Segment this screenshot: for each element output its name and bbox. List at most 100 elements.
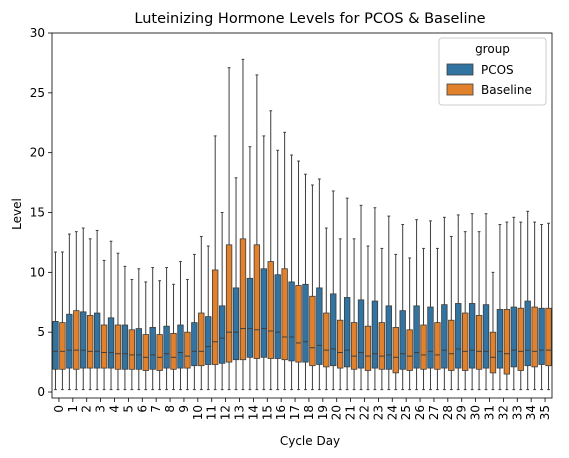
x-tick-label: 12 (219, 405, 233, 420)
x-tick-label: 28 (441, 405, 455, 420)
box-body (225, 244, 233, 363)
x-tick-label: 13 (233, 405, 247, 420)
box-pcos-day-0 (52, 251, 59, 391)
x-tick-label: 23 (371, 405, 385, 420)
x-tick-label: 31 (483, 405, 497, 420)
y-tick-label: 30 (30, 26, 45, 40)
box-body (441, 304, 448, 369)
y-tick-label: 25 (30, 86, 45, 100)
box-pcos-day-20 (330, 190, 337, 391)
legend-swatch (446, 83, 474, 96)
x-tick-label: 33 (510, 405, 524, 420)
box-baseline-day-26 (420, 247, 427, 391)
box-pcos-day-7 (149, 267, 156, 391)
box-baseline-day-0 (59, 251, 66, 391)
box-body (253, 244, 261, 359)
x-tick-label: 4 (108, 405, 122, 413)
box-body (218, 305, 226, 364)
box-body (239, 238, 247, 361)
box-body (288, 281, 295, 362)
x-axis-label: Cycle Day (280, 434, 340, 448)
box-body (399, 310, 406, 370)
box-pcos-day-28 (441, 216, 448, 391)
x-tick-label: 6 (135, 405, 149, 413)
box-body (212, 269, 219, 365)
x-tick-label: 9 (177, 405, 191, 413)
box-body (87, 315, 94, 369)
box-body (205, 316, 212, 365)
box-baseline-day-14 (253, 74, 261, 391)
legend-label: PCOS (481, 63, 514, 77)
box-pcos-day-9 (177, 261, 184, 391)
box-baseline-day-22 (364, 245, 372, 391)
box-baseline-day-8 (170, 283, 177, 391)
x-tick-label: 0 (52, 405, 66, 413)
box-pcos-day-6 (135, 268, 142, 391)
x-tick-label: 30 (469, 405, 483, 420)
box-body (100, 324, 108, 369)
box-baseline-day-17 (295, 160, 302, 391)
box-pcos-day-33 (510, 216, 517, 391)
box-body (378, 322, 386, 370)
x-tick-label: 25 (399, 405, 413, 420)
box-body (413, 305, 420, 369)
box-pcos-day-27 (427, 220, 434, 391)
box-body (184, 331, 191, 369)
box-baseline-day-25 (406, 257, 413, 391)
box-pcos-day-13 (232, 177, 240, 391)
x-tick-label: 17 (288, 405, 302, 420)
box-body (309, 295, 316, 367)
x-tick-label: 27 (427, 405, 441, 420)
box-body (475, 315, 483, 370)
y-tick-label: 15 (30, 206, 45, 220)
box-body (371, 300, 379, 369)
box-body (482, 304, 490, 369)
box-body (80, 311, 87, 369)
box-pcos-day-11 (205, 245, 212, 391)
box-body (107, 317, 115, 369)
box-body (66, 313, 73, 369)
box-pcos-day-24 (385, 215, 392, 391)
box-body (260, 268, 267, 358)
box-baseline-day-31 (489, 271, 497, 391)
box-baseline-day-35 (545, 222, 552, 391)
box-baseline-day-13 (239, 58, 247, 391)
box-baseline-day-16 (281, 131, 288, 391)
box-body (448, 319, 455, 371)
box-baseline-day-28 (448, 235, 455, 391)
box-body (323, 312, 330, 368)
x-tick-label: 1 (66, 405, 80, 413)
x-tick-label: 2 (80, 405, 94, 413)
box-pcos-day-1 (66, 233, 73, 391)
box-baseline-day-9 (184, 279, 191, 391)
legend-item-baseline: Baseline (446, 83, 532, 97)
x-tick-label: 5 (121, 405, 135, 413)
box-body (545, 307, 552, 367)
box-body (517, 307, 524, 371)
box-pcos-day-32 (496, 223, 504, 391)
box-pcos-day-5 (121, 265, 129, 391)
box-body (316, 287, 323, 365)
x-tick-label: 22 (358, 405, 372, 420)
box-body (281, 268, 288, 361)
box-pcos-day-19 (316, 178, 323, 391)
box-baseline-day-30 (475, 231, 483, 391)
box-body (59, 322, 66, 370)
box-body (246, 277, 254, 358)
box-body (330, 293, 337, 367)
x-tick-label: 21 (344, 405, 358, 420)
y-tick-label: 5 (37, 325, 45, 339)
box-body (135, 328, 142, 370)
axes-frame (51, 32, 553, 399)
box-body (385, 305, 392, 370)
y-axis-label: Level (10, 198, 24, 230)
x-tick-label: 34 (524, 405, 538, 420)
box-baseline-day-18 (309, 184, 316, 391)
box-pcos-day-3 (93, 229, 101, 391)
box-body (267, 261, 274, 359)
box-body (93, 312, 101, 369)
box-baseline-day-12 (225, 67, 233, 391)
box-pcos-day-8 (163, 267, 170, 391)
x-tick-label: 10 (191, 405, 205, 420)
